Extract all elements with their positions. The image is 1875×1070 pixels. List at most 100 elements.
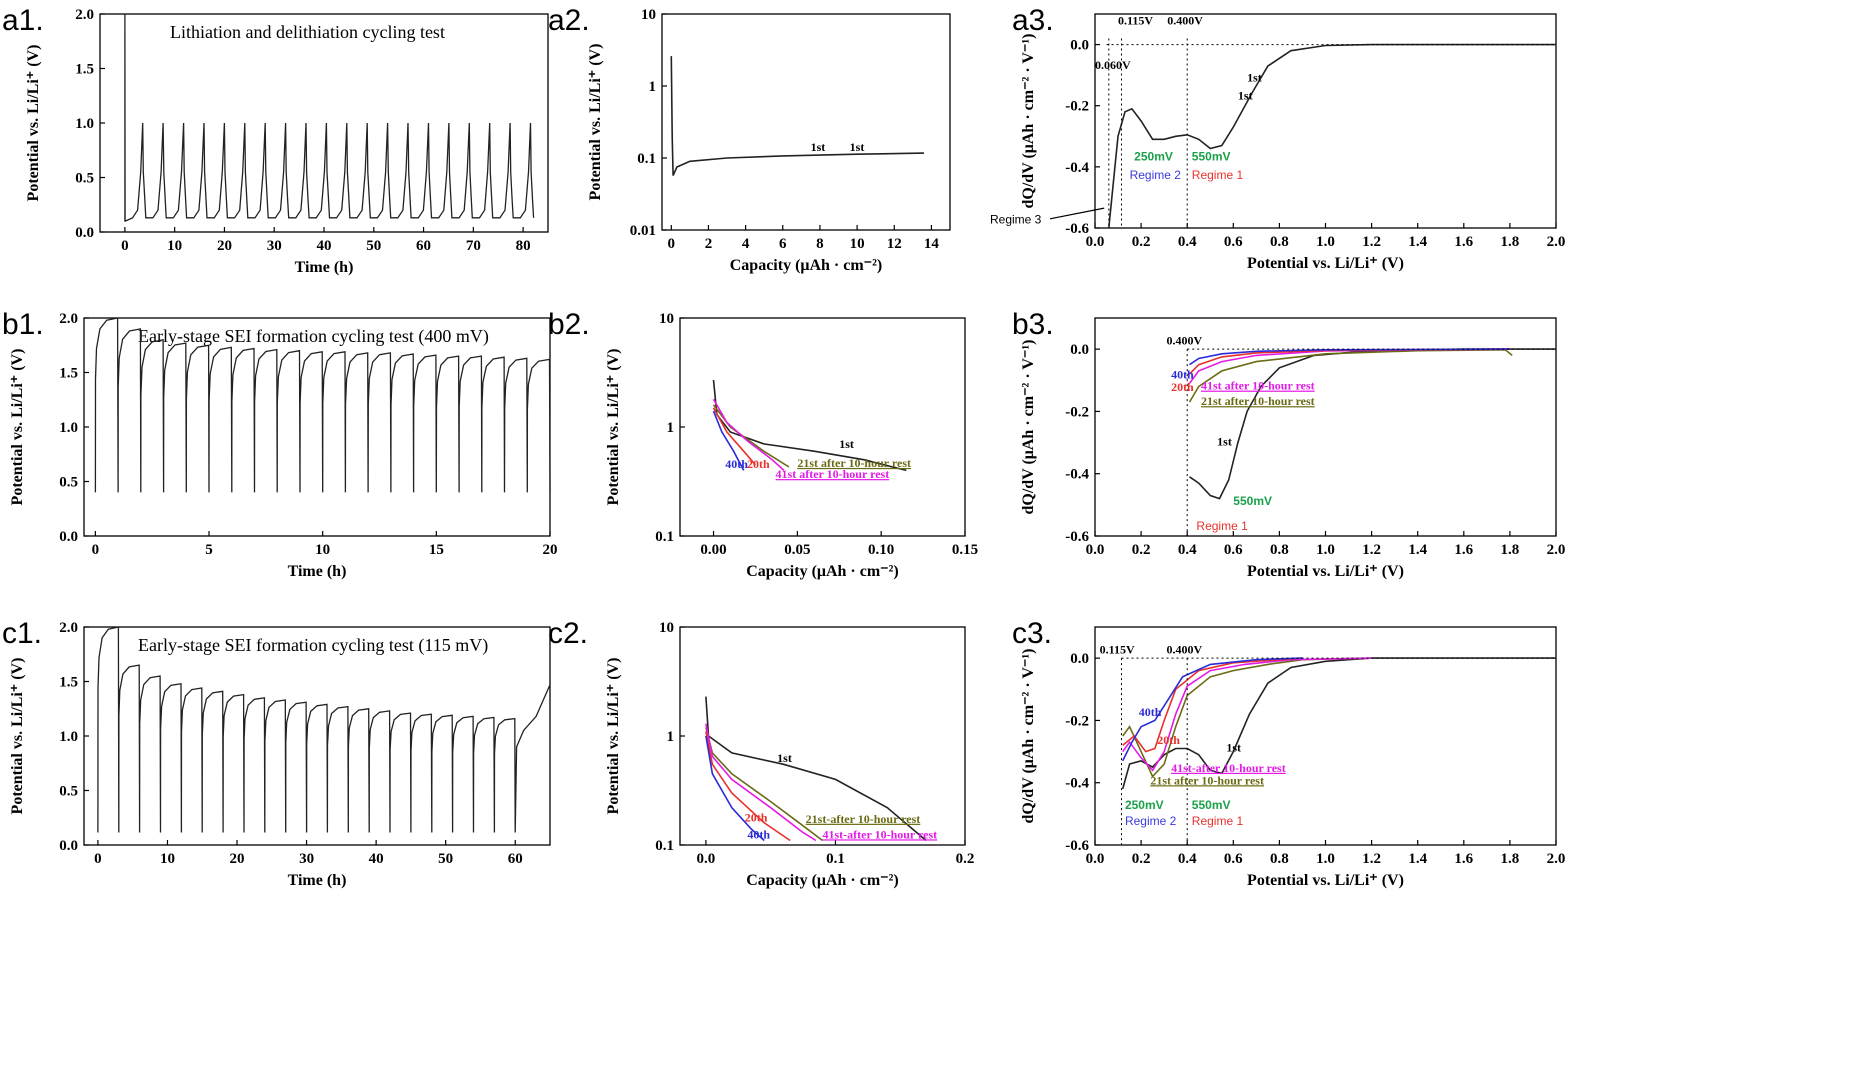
a3-series-1st [1108, 43, 1556, 229]
chart-c2: 0.0 0.1 0.2 0.1 1 10 Capacity (μAh · cm⁻²) Pote… [548, 617, 974, 889]
b2-series-21st-after-10-hour-rest [712, 404, 790, 468]
a1-series-cycling [124, 13, 535, 222]
c3-panel-label: c3. [1012, 617, 1052, 650]
a3-annotation: 550mV [1192, 150, 1231, 164]
b3-ytick-label: -0.4 [1065, 467, 1089, 483]
b3-xtick-label: 1.8 [1501, 542, 1520, 558]
c3-annotation: Regime 2 [1125, 814, 1177, 828]
c2-ytick-label: 10 [659, 620, 674, 636]
c2-series-20th [705, 731, 791, 842]
b3-series-40th [1189, 348, 1510, 366]
b3-annotation: 0.400V [1166, 333, 1202, 347]
c3-xlabel: Potential vs. Li/Li⁺ (V) [1247, 872, 1404, 889]
a3-annotation: 0.060V [1095, 58, 1131, 72]
b2-plot-frame [679, 317, 966, 537]
b3-ytick-label: 0.0 [1070, 342, 1089, 358]
c2-ylabel: Potential vs. Li/Li⁺ (V) [605, 658, 622, 815]
chart-b2: 0.00 0.05 0.10 0.15 0.1 1 10 Capacity (μAh · cm… [548, 308, 978, 580]
a3-xtick-label: 2.0 [1547, 234, 1566, 250]
c3-annotation: 550mV [1192, 798, 1231, 812]
c2-ytick-label: 1 [667, 729, 675, 745]
c1-ytick-label: 2.0 [59, 620, 78, 636]
a3-ylabel: dQ/dV (μAh · cm⁻² · V⁻¹) [1020, 34, 1037, 209]
a3-ytick-label: -0.6 [1065, 221, 1089, 237]
b3-xtick-label: 0.0 [1086, 542, 1105, 558]
a2-ytick-label: 0.1 [637, 151, 656, 167]
c2-annotation: 21st-after 10-hour rest [806, 812, 921, 826]
b3-xtick-label: 0.6 [1224, 542, 1243, 558]
b2-annotation: 20th [747, 457, 770, 471]
c1-panel-label: c1. [2, 617, 42, 650]
a3-xtick-label: 1.0 [1316, 234, 1335, 250]
c3-xtick-label: 2.0 [1547, 851, 1566, 867]
b3-xtick-label: 1.4 [1408, 542, 1427, 558]
a2-plot-frame [661, 13, 951, 231]
a1-ytick-label: 0.0 [75, 225, 94, 241]
c3-ytick-label: -0.2 [1065, 713, 1089, 729]
b3-ytick-label: -0.2 [1065, 404, 1089, 420]
c2-xtick-label: 0.1 [826, 851, 845, 867]
a3-xtick-label: 0.2 [1132, 234, 1151, 250]
a2-ytick-label: 10 [641, 7, 656, 23]
c3-xtick-label: 0.4 [1178, 851, 1197, 867]
b2-ylabel: Potential vs. Li/Li⁺ (V) [605, 349, 622, 506]
b1-plot-frame [83, 317, 551, 537]
c1-xtick-label: 10 [160, 851, 175, 867]
b1-panel-label: b1. [2, 308, 44, 341]
b3-annotation: 21st after 10-hour rest [1201, 394, 1315, 408]
a2-xtick-label: 14 [924, 236, 940, 252]
b2-xlabel: Capacity (μAh · cm⁻²) [746, 563, 899, 580]
c3-xtick-label: 1.0 [1316, 851, 1335, 867]
a3-annotation: 1st [1238, 89, 1253, 103]
b3-xtick-label: 0.4 [1178, 542, 1197, 558]
a3-annotation: Regime 1 [1192, 168, 1244, 182]
b3-ylabel: dQ/dV (μAh · cm⁻² · V⁻¹) [1020, 340, 1037, 515]
b2-xtick-label: 0.05 [784, 542, 810, 558]
b3-annotation: 20th [1171, 380, 1194, 394]
c3-series-21st-after-10-hour-rest [1122, 657, 1372, 778]
a2-ytick-label: 1 [649, 79, 657, 95]
b2-xtick-label: 0.15 [952, 542, 978, 558]
b2-xtick-label: 0.10 [868, 542, 894, 558]
b3-annotation: 40th [1171, 368, 1194, 382]
c1-ytick-label: 0.0 [59, 838, 78, 854]
b2-series-41st-after-10-hour-rest [712, 398, 785, 471]
c1-xtick-label: 40 [369, 851, 384, 867]
b1-ylabel: Potential vs. Li/Li⁺ (V) [9, 349, 26, 506]
a1-xtick-label: 80 [516, 238, 531, 254]
b3-xtick-label: 0.2 [1132, 542, 1151, 558]
c2-annotation: 40th [747, 827, 770, 841]
a1-ytick-label: 2.0 [75, 7, 94, 23]
c2-xtick-label: 0.0 [697, 851, 716, 867]
chart-a3: 0.0 0.2 0.4 0.6 0.8 1.0 1.2 1.4 1.6 1.8 2.0 0.0 -0.2… [1012, 4, 1565, 272]
b3-annotation: Regime 1 [1196, 519, 1248, 533]
a1-xtick-label: 70 [466, 238, 481, 254]
c1-xtick-label: 30 [299, 851, 314, 867]
c3-ytick-label: -0.4 [1065, 776, 1089, 792]
c3-xtick-label: 1.6 [1454, 851, 1473, 867]
a2-annotation: 1st [850, 140, 865, 154]
c3-annotation: 20th [1157, 733, 1180, 747]
a2-xlabel: Capacity (μAh · cm⁻²) [730, 257, 883, 274]
c3-annotation: 1st [1226, 741, 1241, 755]
chart-c1: 0 10 20 30 40 50 60 0.0 0.5 1.0 1.5 2.0 Time (h) Pote… [2, 617, 551, 889]
a1-plot-frame [99, 13, 549, 233]
a1-xlabel: Time (h) [295, 259, 354, 276]
c1-xtick-label: 50 [438, 851, 453, 867]
c3-annotation: 40th [1139, 705, 1162, 719]
b2-ytick-label: 1 [667, 420, 675, 436]
a3-xtick-label: 0.6 [1224, 234, 1243, 250]
b3-ytick-label: -0.6 [1065, 529, 1089, 545]
b1-xtick-label: 10 [315, 542, 330, 558]
b3-xtick-label: 1.0 [1316, 542, 1335, 558]
c3-xtick-label: 0.6 [1224, 851, 1243, 867]
chart-a1: 0 10 20 30 40 50 60 70 80 0.0 0.5 1.0 1.5 2.0 Time (h)… [2, 4, 549, 276]
b1-ytick-label: 1.0 [59, 420, 78, 436]
b1-ytick-label: 2.0 [59, 311, 78, 327]
a1-ytick-label: 1.0 [75, 116, 94, 132]
b1-xtick-label: 5 [205, 542, 213, 558]
a3-panel-label: a3. [1012, 4, 1054, 37]
chart-b3: 0.0 0.2 0.4 0.6 0.8 1.0 1.2 1.4 1.6 1.8 2.0 0.0 -0.2… [1012, 308, 1565, 580]
b3-annotation: 41st after 10-hour rest [1201, 379, 1315, 393]
